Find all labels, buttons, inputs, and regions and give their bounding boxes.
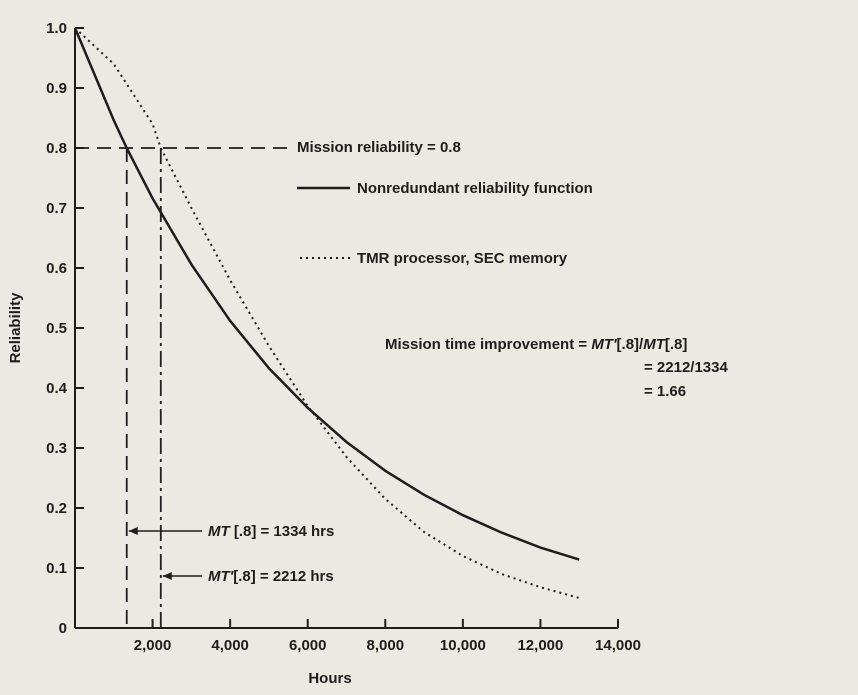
improvement-line-2: = 2212/1334 <box>644 359 728 376</box>
legend-layer: Nonredundant reliability function TMR pr… <box>297 180 593 267</box>
mt-arrow-head <box>128 527 138 535</box>
improvement-line-1: Mission time improvement = MT'[.8]/MT[.8… <box>385 336 687 353</box>
improvement-mtp-tail: [.8]/ <box>617 336 645 353</box>
y-tick-label: 0.5 <box>46 320 67 337</box>
mission-reliability-label: Mission reliability = 0.8 <box>297 139 461 156</box>
y-tick-label: 0.6 <box>46 260 67 277</box>
improvement-mt-tail: [.8] <box>665 336 688 353</box>
mtp-rest: [.8] = 2212 hrs <box>233 568 333 585</box>
x-tick-label: 6,000 <box>289 637 327 654</box>
x-tick-label: 4,000 <box>211 637 249 654</box>
improvement-mt: MT <box>643 336 666 353</box>
x-tick-label: 12,000 <box>517 637 563 654</box>
text-annotations: Mission reliability = 0.8 Mission time i… <box>7 139 728 687</box>
legend-solid-label: Nonredundant reliability function <box>357 180 593 197</box>
y-tick-label: 0.3 <box>46 440 67 457</box>
mt-tmr-label: MT'[.8] = 2212 hrs <box>208 568 334 585</box>
mt-nonredundant-label: MT [.8] = 1334 hrs <box>208 523 334 540</box>
y-tick-label: 0.4 <box>46 380 68 397</box>
y-axis-label: Reliability <box>7 292 24 364</box>
mtp-italic: MT' <box>208 568 234 585</box>
x-tick-label: 8,000 <box>367 637 405 654</box>
mtp-arrow-head <box>162 572 172 580</box>
y-tick-label: 1.0 <box>46 20 67 37</box>
legend-dotted-label: TMR processor, SEC memory <box>357 250 568 267</box>
x-tick-label: 2,000 <box>134 637 172 654</box>
improvement-prefix: Mission time improvement = <box>385 336 591 353</box>
x-axis-label: Hours <box>308 670 351 687</box>
x-tick-label: 10,000 <box>440 637 486 654</box>
y-tick-label: 0.1 <box>46 560 67 577</box>
improvement-mtp: MT' <box>591 336 617 353</box>
y-tick-label: 0.7 <box>46 200 67 217</box>
series-layer <box>73 27 580 599</box>
mt-rest: [.8] = 1334 hrs <box>230 523 335 540</box>
y-tick-label: 0.9 <box>46 80 67 97</box>
tmr-curve <box>74 27 580 599</box>
nonredundant-curve <box>73 27 580 561</box>
y-tick-label: 0.8 <box>46 140 67 157</box>
y-tick-label: 0 <box>59 620 67 637</box>
improvement-line-3: = 1.66 <box>644 383 686 400</box>
y-tick-label: 0.2 <box>46 500 67 517</box>
annotation-layer <box>75 147 292 628</box>
x-tick-label: 14,000 <box>595 637 641 654</box>
mt-italic: MT <box>208 523 231 540</box>
